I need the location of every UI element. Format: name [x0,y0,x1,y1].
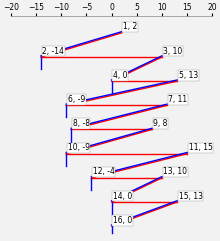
Text: 7, 11: 7, 11 [169,95,188,104]
Text: 1, 2: 1, 2 [123,22,137,32]
Text: 3, 10: 3, 10 [163,47,183,56]
Text: 15, 13: 15, 13 [178,192,203,201]
Text: 4, 0: 4, 0 [113,71,127,80]
Text: 14, 0: 14, 0 [113,192,132,201]
Text: 9, 8: 9, 8 [153,119,168,128]
Text: 16, 0: 16, 0 [113,216,132,225]
Text: 2, -14: 2, -14 [42,47,64,56]
Text: 11, 15: 11, 15 [189,143,213,152]
Text: 6, -9: 6, -9 [68,95,85,104]
Text: 12, -4: 12, -4 [93,167,115,176]
Text: 13, 10: 13, 10 [163,167,187,176]
Text: 10, -9: 10, -9 [68,143,90,152]
Text: 5, 13: 5, 13 [178,71,198,80]
Text: 8, -8: 8, -8 [73,119,90,128]
